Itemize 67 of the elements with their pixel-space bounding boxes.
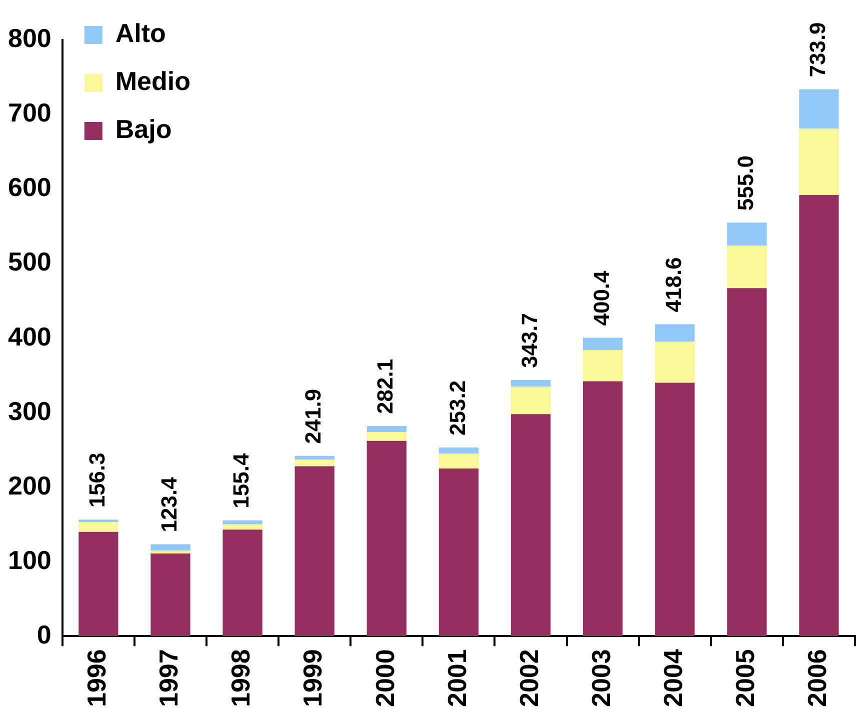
y-tick-label: 500 xyxy=(8,246,52,277)
bar xyxy=(582,381,623,636)
bar xyxy=(438,468,479,636)
bar xyxy=(294,456,334,460)
x-tick-label: 2001 xyxy=(442,649,472,708)
total-label: 156.3 xyxy=(84,452,110,508)
bar xyxy=(294,466,334,636)
legend-label: Alto xyxy=(115,18,166,48)
bar xyxy=(78,522,118,532)
total-label: 400.4 xyxy=(588,270,614,326)
bar xyxy=(150,553,190,636)
y-tick-label: 600 xyxy=(8,172,52,202)
bar xyxy=(294,460,334,466)
bar xyxy=(510,414,551,636)
total-label: 155.4 xyxy=(228,452,254,508)
bar xyxy=(78,532,118,636)
bar xyxy=(799,195,839,636)
bar xyxy=(78,520,118,522)
x-tick-label: 2004 xyxy=(658,648,688,708)
y-tick-label: 800 xyxy=(8,23,52,54)
total-label: 241.9 xyxy=(300,388,326,444)
x-tick-label: 1999 xyxy=(298,649,328,708)
bar xyxy=(655,324,695,342)
bar xyxy=(655,342,695,383)
bar xyxy=(366,440,406,636)
bar xyxy=(727,288,767,636)
bar xyxy=(366,426,406,432)
bar xyxy=(655,382,695,636)
total-label: 343.7 xyxy=(516,312,542,368)
bar xyxy=(510,386,551,414)
total-label: 555.0 xyxy=(732,156,758,211)
bar xyxy=(727,222,767,246)
total-label: 733.9 xyxy=(805,22,830,78)
x-tick-label: 1998 xyxy=(226,649,256,708)
y-tick-label: 700 xyxy=(8,98,52,128)
bar xyxy=(150,550,190,554)
bar xyxy=(222,530,262,636)
total-label: 418.6 xyxy=(660,257,686,312)
x-tick-label: 2000 xyxy=(370,649,400,708)
bar xyxy=(438,447,479,454)
y-tick-label: 400 xyxy=(8,321,52,352)
bar xyxy=(510,380,551,387)
x-tick-label: 2006 xyxy=(802,649,832,708)
x-tick-label: 2005 xyxy=(730,649,760,708)
x-tick-label: 1996 xyxy=(82,649,112,708)
bar xyxy=(799,128,839,195)
y-tick-label: 200 xyxy=(8,470,52,500)
total-label: 282.1 xyxy=(372,358,398,414)
bar xyxy=(366,432,406,441)
bar xyxy=(222,524,262,530)
legend-label: Medio xyxy=(115,66,190,96)
bar xyxy=(582,338,623,350)
bar xyxy=(727,246,767,288)
bar xyxy=(799,89,839,129)
x-tick-label: 2003 xyxy=(586,649,616,708)
y-tick-label: 100 xyxy=(8,544,52,575)
x-tick-label: 2002 xyxy=(514,649,544,708)
total-label: 253.2 xyxy=(444,380,470,436)
bar xyxy=(582,350,623,382)
y-tick-label: 300 xyxy=(8,396,52,426)
bar xyxy=(150,544,190,550)
y-tick-label: 0 xyxy=(36,619,52,650)
legend-label: Bajo xyxy=(115,114,172,144)
x-tick-label: 1997 xyxy=(154,649,184,708)
bar xyxy=(438,454,479,468)
bar xyxy=(222,520,262,524)
total-label: 123.4 xyxy=(156,476,182,532)
